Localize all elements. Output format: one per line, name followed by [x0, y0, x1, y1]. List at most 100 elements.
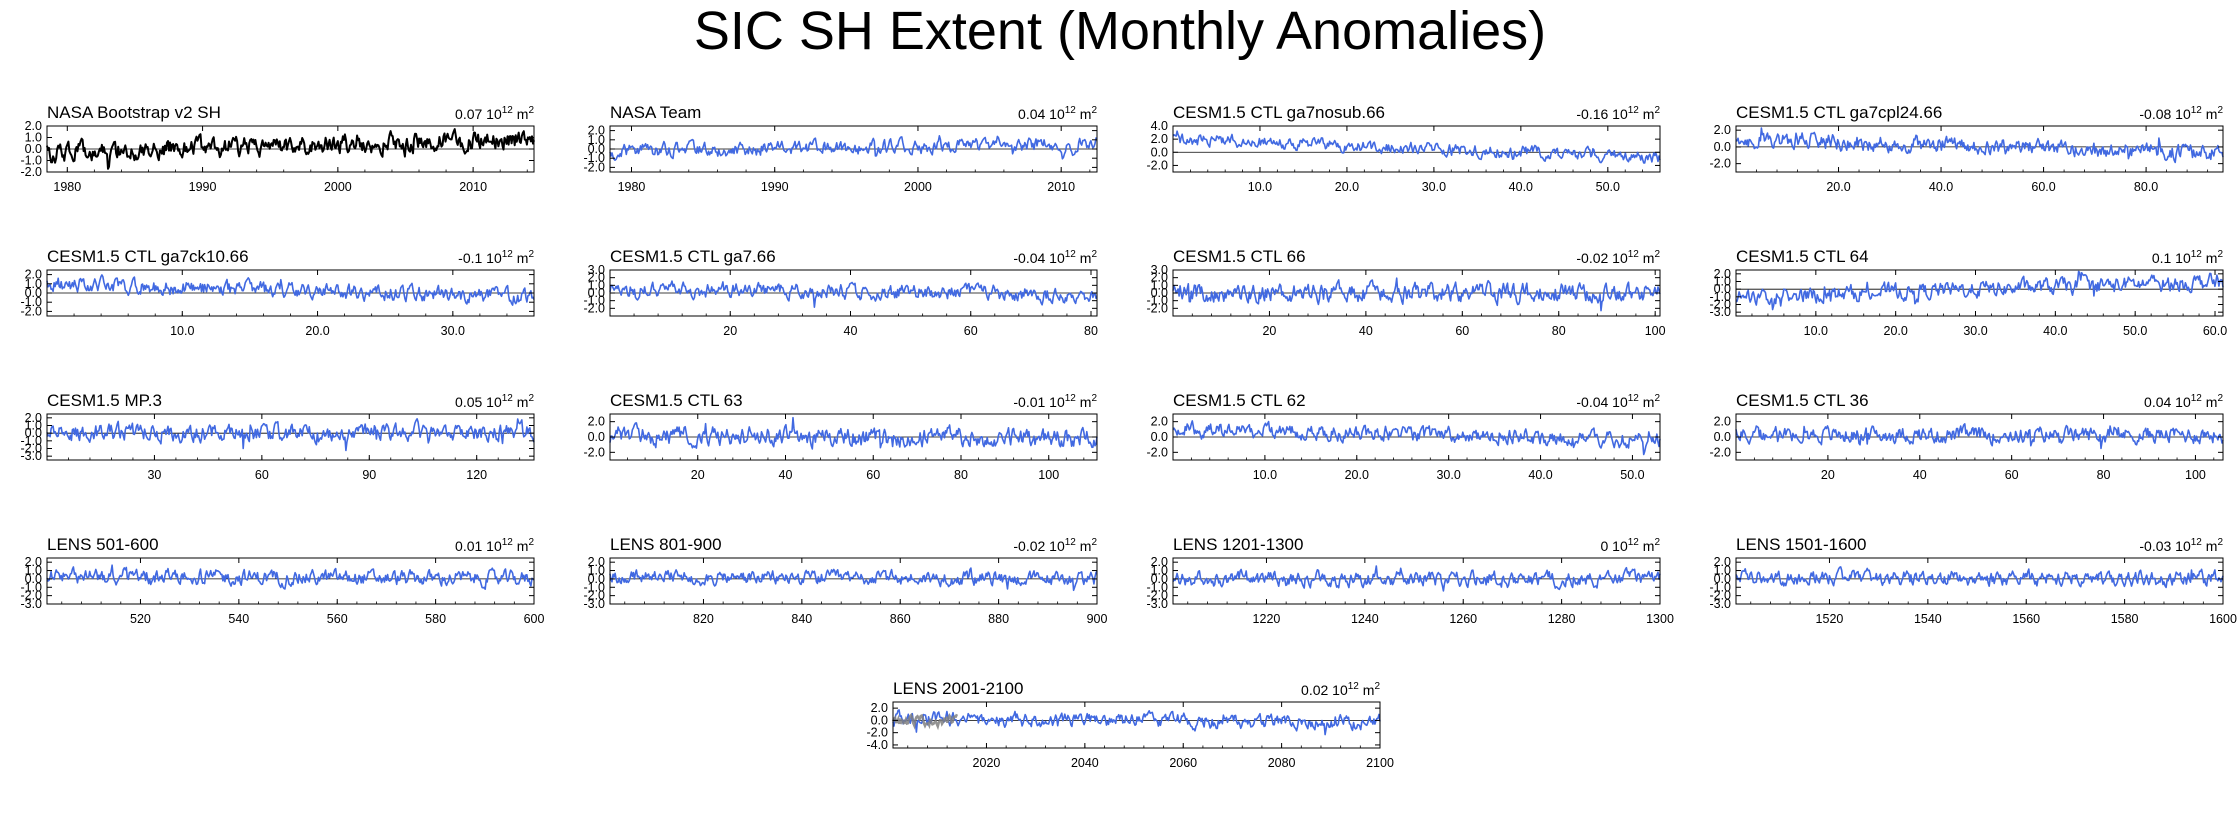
panel-mean-label: -0.04 1012 m2 [1576, 393, 1660, 410]
panel-title: LENS 501-600 [47, 535, 159, 554]
series-line [892, 709, 1381, 736]
y-tick-label: 2.0 [25, 268, 42, 282]
y-tick-label: -4.0 [866, 738, 888, 752]
x-tick-label: 40.0 [1528, 468, 1552, 482]
y-tick-label: -1.0 [1709, 580, 1731, 594]
y-tick-label: 1.0 [588, 564, 605, 578]
y-tick-label: 0.0 [871, 713, 888, 727]
series-line [1735, 566, 2224, 589]
panel-plot: CESM1.5 CTL 66 -0.02 1012 m2 -2.0-1.00.01.… [1146, 247, 1665, 338]
x-tick-label: 60.0 [2203, 324, 2227, 338]
x-tick-label: 20.0 [1335, 180, 1359, 194]
y-tick-label: -1.0 [583, 294, 605, 308]
y-tick-label: 2.0 [588, 415, 605, 429]
x-tick-label: 2010 [459, 180, 487, 194]
y-tick-label: 1.0 [588, 278, 605, 292]
panel-ctl-62: CESM1.5 CTL 62 -0.04 1012 m2 -2.0 0.0 2.0 10.… [1146, 391, 1683, 532]
x-tick-label: 60 [2005, 468, 2019, 482]
panel-title: CESM1.5 CTL 36 [1736, 391, 1869, 410]
x-tick-label: 60 [1455, 324, 1469, 338]
panel-ctl-66: CESM1.5 CTL 66 -0.02 1012 m2 -2.0 -1.0 0.0 1.… [1146, 247, 1683, 388]
panel-plot: LENS 2001-2100 0.02 1012 m2 -4.0-2.00.02.0… [866, 679, 1393, 770]
panel-mean-label: -0.03 1012 m2 [2139, 537, 2223, 554]
y-tick-label: 2.0 [1151, 555, 1168, 569]
y-tick-label: 2.0 [25, 119, 42, 133]
x-tick-label: 1980 [53, 180, 81, 194]
x-tick-label: 40.0 [2043, 324, 2067, 338]
y-tick-label: 0.0 [1151, 572, 1168, 586]
x-tick-label: 20 [691, 468, 705, 482]
series-line [609, 416, 1098, 450]
y-tick-label: -1.0 [583, 151, 605, 165]
series-line [1172, 277, 1661, 312]
y-tick-label: 2.0 [588, 555, 605, 569]
y-tick-label: 0.0 [1151, 145, 1168, 159]
panel-title: CESM1.5 CTL ga7nosub.66 [1173, 103, 1385, 122]
panel-ctl-ga766: CESM1.5 CTL ga7.66 -0.04 1012 m2 -2.0 -1.0 0… [583, 247, 1120, 388]
panel-title: CESM1.5 CTL 63 [610, 391, 743, 410]
y-tick-label: -2.0 [866, 726, 888, 740]
y-tick-label: -2.0 [1709, 157, 1731, 171]
x-tick-label: 80 [2097, 468, 2111, 482]
y-tick-label: 0.0 [25, 286, 42, 300]
x-tick-label: 50.0 [2123, 324, 2147, 338]
x-tick-label: 20.0 [1826, 180, 1850, 194]
panel-lens-801-900: LENS 801-900 -0.02 1012 m2 -3.0 -2.0 -1.0 0.0… [583, 535, 1120, 676]
y-tick-label: 0.0 [588, 286, 605, 300]
figure-title: SIC SH Extent (Monthly Anomalies) [693, 1, 1547, 61]
y-tick-label: -2.0 [583, 589, 605, 603]
y-tick-label: -3.0 [20, 449, 42, 463]
x-tick-label: 900 [1087, 612, 1108, 626]
x-tick-label: 60 [255, 468, 269, 482]
x-tick-label: 1220 [1253, 612, 1281, 626]
y-tick-label: -3.0 [1709, 597, 1731, 611]
y-tick-label: -1.0 [1146, 580, 1168, 594]
y-tick-label: 0.0 [1714, 282, 1731, 296]
x-tick-label: 40 [1359, 324, 1373, 338]
panel-plot: CESM1.5 CTL ga7cpl24.66 -0.08 1012 m2 -2.0… [1709, 103, 2224, 194]
panel-ctl-64: CESM1.5 CTL 64 0.1 1012 m2 -3.0 -2.0 -1.0 0.0… [1709, 247, 2240, 388]
panel-title: CESM1.5 CTL ga7cpl24.66 [1736, 103, 1942, 122]
panel-title: LENS 1201-1300 [1173, 535, 1303, 554]
panel-mean-label: -0.01 1012 m2 [1013, 393, 1097, 410]
x-tick-label: 1280 [1548, 612, 1576, 626]
x-tick-label: 30.0 [1436, 468, 1460, 482]
panel-plot: LENS 1201-1300 0 1012 m2 -3.0-2.0-1.00.01.… [1146, 535, 1673, 626]
y-tick-label: 0.0 [25, 426, 42, 440]
plot-frame [46, 413, 535, 461]
panel-title: CESM1.5 CTL 62 [1173, 391, 1306, 410]
x-tick-label: 80 [1084, 324, 1098, 338]
x-tick-label: 860 [890, 612, 911, 626]
x-tick-label: 40 [1913, 468, 1927, 482]
y-tick-label: 2.0 [1714, 123, 1731, 137]
x-tick-label: 1560 [2012, 612, 2040, 626]
panel-plot: NASA Team 0.04 1012 m2 -2.0-1.00.01.02.0 19… [583, 103, 1098, 194]
y-tick-label: -2.0 [1146, 301, 1168, 315]
y-tick-label: 1.0 [25, 277, 42, 291]
y-tick-label: 0.0 [1714, 140, 1731, 154]
x-tick-label: 580 [425, 612, 446, 626]
panel-plot: CESM1.5 CTL 36 0.04 1012 m2 -2.00.02.0 20 40… [1709, 391, 2224, 482]
panel-title: CESM1.5 CTL ga7ck10.66 [47, 247, 249, 266]
y-tick-label: -2.0 [583, 160, 605, 174]
y-tick-label: 1.0 [25, 419, 42, 433]
plot-frame [1735, 269, 2224, 317]
panel-mean-label: -0.08 1012 m2 [2139, 105, 2223, 122]
plot-frame [46, 557, 535, 605]
y-tick-label: -2.0 [20, 304, 42, 318]
y-tick-label: -2.0 [583, 301, 605, 315]
panel-mean-label: -0.04 1012 m2 [1013, 249, 1097, 266]
y-tick-label: -2.0 [1146, 158, 1168, 172]
y-tick-label: 0.0 [1714, 430, 1731, 444]
y-tick-label: 1.0 [588, 133, 605, 147]
panel-ctl-36: CESM1.5 CTL 36 0.04 1012 m2 -2.0 0.0 2.0 20 40… [1709, 391, 2240, 532]
panel-mp3: CESM1.5 MP.3 0.05 1012 m2 -3.0 -2.0 -1.0 0.0 1… [20, 391, 557, 532]
x-tick-label: 20.0 [1345, 468, 1369, 482]
y-tick-label: 2.0 [1151, 271, 1168, 285]
y-tick-label: -1.0 [20, 580, 42, 594]
y-tick-label: 0.0 [588, 572, 605, 586]
x-tick-label: 1520 [1816, 612, 1844, 626]
panel-title: NASA Team [610, 103, 701, 122]
plot-frame [1735, 557, 2224, 605]
x-tick-label: 120 [466, 468, 487, 482]
